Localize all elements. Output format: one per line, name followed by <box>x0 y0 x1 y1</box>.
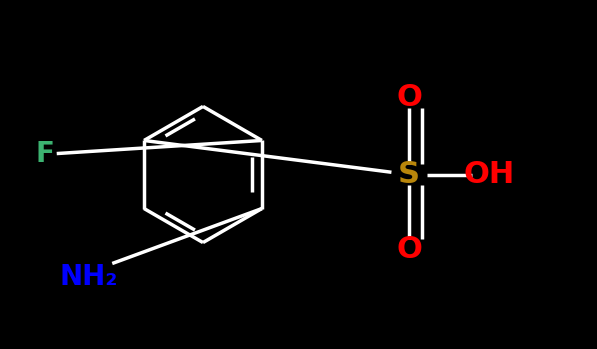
Text: NH₂: NH₂ <box>59 263 118 291</box>
Text: O: O <box>396 83 422 112</box>
Text: OH: OH <box>464 160 515 189</box>
Text: O: O <box>396 235 422 264</box>
Text: F: F <box>35 140 54 168</box>
Text: S: S <box>398 160 420 189</box>
